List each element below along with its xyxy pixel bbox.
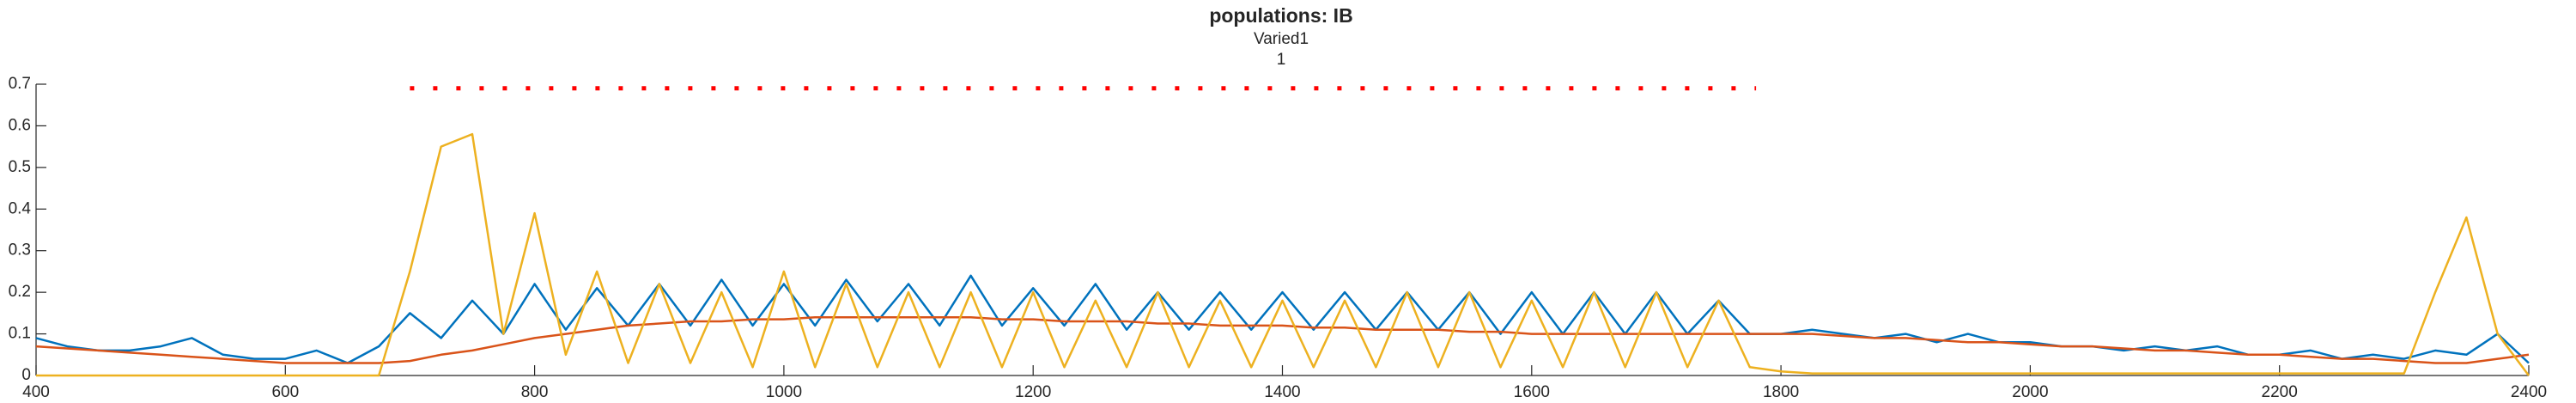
x-tick-label: 400 <box>22 383 50 401</box>
y-tick-label: 0.1 <box>9 325 31 343</box>
x-tick-label: 1200 <box>1015 383 1051 401</box>
x-tick-label: 2400 <box>2511 383 2547 401</box>
chart-title: populations: IB <box>1209 4 1352 27</box>
x-tick-label: 2200 <box>2262 383 2298 401</box>
y-tick-label: 0.3 <box>9 241 31 260</box>
y-tick-label: 0 <box>21 366 31 384</box>
y-tick-label: 0.4 <box>9 199 32 217</box>
y-tick-label: 0.7 <box>9 75 31 93</box>
y-tick-label: 0.6 <box>9 116 31 134</box>
x-tick-label: 1000 <box>766 383 802 401</box>
x-tick-label: 800 <box>521 383 549 401</box>
x-tick-label: 600 <box>271 383 299 401</box>
x-tick-label: 1600 <box>1514 383 1550 401</box>
data-line <box>35 274 2530 364</box>
x-tick-label: 1800 <box>1763 383 1799 401</box>
y-tick-label: 0.2 <box>9 283 31 301</box>
chart-subtitle: 1 <box>1277 51 1286 69</box>
y-tick-label: 0.5 <box>9 158 31 176</box>
x-tick-label: 1400 <box>1264 383 1300 401</box>
data-line <box>35 315 2530 364</box>
chart-subtitle: Varied1 <box>1254 30 1309 48</box>
x-tick-label: 2000 <box>2012 383 2048 401</box>
data-line <box>36 132 2530 377</box>
